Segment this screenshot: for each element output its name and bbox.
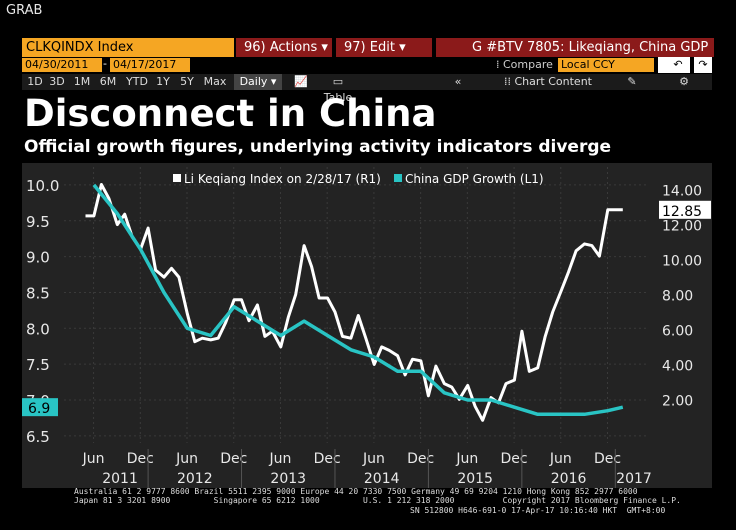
- chart-legend: Li Keqiang Index on 2/28/17 (R1) China G…: [173, 172, 544, 186]
- gear-icon[interactable]: ⚙: [679, 75, 689, 88]
- currency-select[interactable]: Local CCY: [558, 58, 654, 72]
- left-tick-label: 8.5: [26, 284, 50, 302]
- x-tick-label: Jun: [362, 451, 385, 467]
- x-tick-label: Jun: [455, 451, 478, 467]
- right-tick-label: 2.00: [662, 393, 693, 409]
- line-chart-icon[interactable]: 📈: [294, 75, 308, 88]
- right-tick-label: 14.00: [662, 184, 702, 200]
- chart-content-icon: ⁞⁞: [504, 75, 511, 88]
- graph-title: G #BTV 7805: Likeqiang, China GDP: [436, 38, 714, 57]
- x-tick-label: Jun: [175, 451, 198, 467]
- gdp-last-value-tag: [22, 398, 58, 417]
- footer-timestamp-line: SN 512800 H646-691-0 17-Apr-17 10:16:40 …: [410, 506, 666, 515]
- year-label: 2012: [177, 471, 213, 487]
- li-keqiang-series-line: [85, 183, 623, 422]
- edit-icon[interactable]: ✎: [627, 75, 637, 88]
- chart-area[interactable]: Li Keqiang Index on 2/28/17 (R1) China G…: [22, 163, 712, 488]
- footer-contacts-line: Australia 61 2 9777 8600 Brazil 5511 239…: [74, 487, 638, 496]
- zoom-toolbar: 1D 3D 1M 6M YTD 1Y 5Y Max Daily ▾ 📈 ▭ Ta…: [22, 74, 712, 104]
- chart-axes: 6.57.07.58.08.59.09.510.02.004.006.008.0…: [22, 177, 711, 488]
- compare-button[interactable]: ⁞ Compare: [496, 58, 553, 71]
- legend-label-li: Li Keqiang Index on 2/28/17 (R1): [184, 172, 381, 186]
- line-chart: Li Keqiang Index on 2/28/17 (R1) China G…: [22, 167, 711, 488]
- zoom-5y-button[interactable]: 5Y: [180, 75, 194, 88]
- gdp-last-value-label: 6.9: [28, 401, 50, 417]
- zoom-1d-button[interactable]: 1D: [27, 75, 43, 88]
- left-tick-label: 10.0: [26, 177, 59, 195]
- double-chevron-left-icon[interactable]: «: [454, 75, 462, 88]
- page-subtitle: Official growth figures, underlying acti…: [24, 137, 612, 157]
- zoom-3d-button[interactable]: 3D: [49, 75, 65, 88]
- chart-series: [85, 183, 624, 422]
- x-tick-label: Jun: [269, 451, 292, 467]
- left-tick-label: 9.0: [26, 249, 50, 267]
- x-tick-label: Jun: [549, 451, 572, 467]
- x-tick-label: Dec: [314, 451, 341, 467]
- grid-lines: [64, 167, 648, 443]
- date-separator: -: [103, 57, 107, 70]
- year-label: 2014: [364, 471, 400, 487]
- ticker-field[interactable]: CLKQINDX Index: [22, 38, 234, 57]
- legend-label-gdp: China GDP Growth (L1): [405, 172, 544, 186]
- right-tick-label: 12.00: [662, 219, 702, 235]
- toolbar-row: CLKQINDX Index 96) Actions ▾ 97) Edit ▾ …: [22, 38, 714, 57]
- chart-content-button[interactable]: ⁞⁞ Chart Content: [498, 74, 598, 90]
- chevron-down-icon: ▾: [321, 40, 328, 55]
- right-tick-label: 4.00: [662, 358, 693, 374]
- x-tick-label: Dec: [127, 451, 154, 467]
- edit-menu-button[interactable]: 97) Edit ▾: [336, 38, 432, 57]
- year-label: 2015: [457, 471, 493, 487]
- table-label: Table: [323, 91, 353, 104]
- left-tick-label: 7.5: [26, 356, 50, 374]
- zoom-1y-button[interactable]: 1Y: [156, 75, 170, 88]
- zoom-6m-button[interactable]: 6M: [99, 75, 117, 88]
- compare-label: Compare: [503, 58, 553, 71]
- x-tick-label: Jun: [82, 451, 105, 467]
- left-tick-label: 6.5: [26, 428, 50, 446]
- right-tick-label: 10.00: [662, 254, 702, 270]
- right-tick-label: 8.00: [662, 289, 693, 305]
- gdp-series-line: [92, 183, 624, 417]
- x-tick-label: Dec: [501, 451, 528, 467]
- actions-menu-button[interactable]: 96) Actions ▾: [236, 38, 332, 57]
- legend-swatch-gdp: [394, 174, 402, 182]
- chevron-down-icon: ▾: [399, 40, 406, 55]
- year-label: 2016: [551, 471, 587, 487]
- compare-icon: ⁞: [496, 58, 500, 71]
- chart-content-label: Chart Content: [514, 75, 592, 88]
- year-label: 2011: [102, 471, 138, 487]
- redo-icon[interactable]: ↷: [694, 57, 712, 73]
- legend-swatch-li: [173, 174, 181, 182]
- edit-label: 97) Edit: [344, 40, 395, 55]
- period-label: Daily: [239, 75, 268, 88]
- date-row: 04/30/2011 - 04/17/2017 ⁞ Compare Local …: [22, 57, 712, 73]
- li-last-value-label: 12.85: [662, 204, 702, 220]
- zoom-1m-button[interactable]: 1M: [73, 75, 91, 88]
- li-last-value-tag: [659, 200, 711, 219]
- page-title: Disconnect in China: [24, 92, 437, 135]
- window-title: GRAB: [6, 3, 43, 18]
- undo-icon[interactable]: ↶: [666, 57, 690, 73]
- zoom-max-button[interactable]: Max: [203, 75, 227, 88]
- table-icon: ▭: [332, 75, 344, 88]
- chevron-down-icon: ▾: [270, 75, 277, 88]
- x-tick-label: Dec: [594, 451, 621, 467]
- actions-label: 96) Actions: [244, 40, 318, 55]
- right-tick-label: 6.00: [662, 323, 693, 339]
- year-label: 2013: [270, 471, 306, 487]
- table-button[interactable]: ▭ Table: [318, 74, 358, 104]
- left-tick-label: 8.0: [26, 320, 50, 338]
- footer-copyright-line: Japan 81 3 3201 8900 Singapore 65 6212 1…: [74, 496, 681, 505]
- zoom-ytd-button[interactable]: YTD: [126, 75, 148, 88]
- end-date-field[interactable]: 04/17/2017: [110, 58, 190, 72]
- start-date-field[interactable]: 04/30/2011: [22, 58, 102, 72]
- x-tick-label: Dec: [220, 451, 247, 467]
- year-label: 2017: [616, 471, 652, 487]
- period-select[interactable]: Daily ▾: [234, 74, 282, 90]
- left-tick-label: 9.5: [26, 213, 50, 231]
- x-tick-label: Dec: [407, 451, 434, 467]
